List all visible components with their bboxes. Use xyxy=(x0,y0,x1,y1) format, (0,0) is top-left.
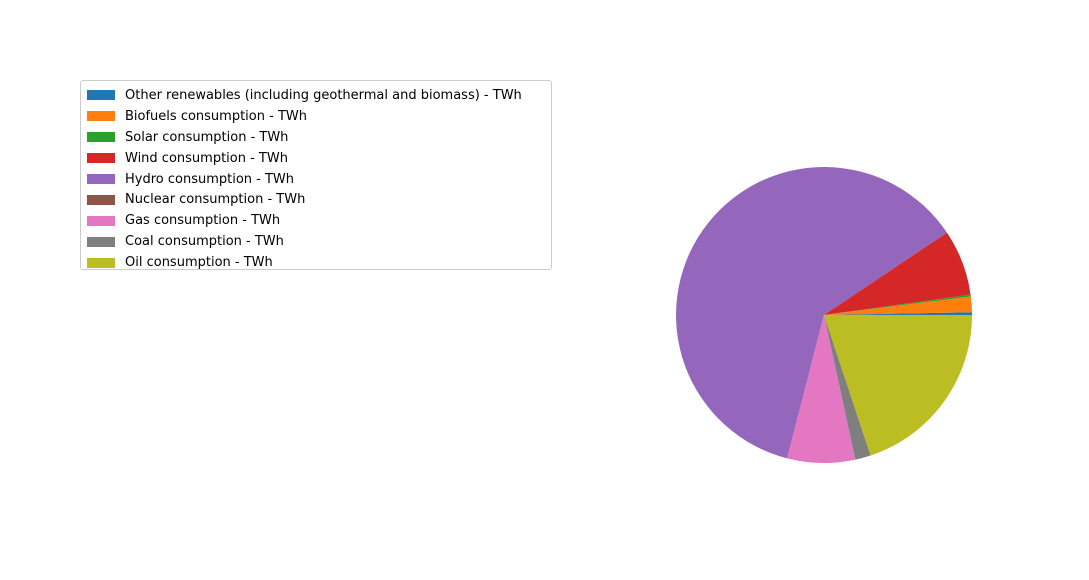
legend-label: Wind consumption - TWh xyxy=(125,150,288,166)
legend-item: Nuclear consumption - TWh xyxy=(87,189,551,210)
legend-item: Hydro consumption - TWh xyxy=(87,169,551,190)
legend-swatch xyxy=(87,215,115,226)
legend-label: Solar consumption - TWh xyxy=(125,129,289,145)
legend-item: Wind consumption - TWh xyxy=(87,148,551,169)
pie-slice-8 xyxy=(824,315,972,456)
pie-slice-0 xyxy=(824,312,972,315)
legend-item: Solar consumption - TWh xyxy=(87,127,551,148)
legend-label: Coal consumption - TWh xyxy=(125,234,284,250)
pie-slice-3 xyxy=(824,232,971,315)
pie-slices xyxy=(676,167,972,464)
legend-label: Gas consumption - TWh xyxy=(125,213,281,229)
legend-label: Biofuels consumption - TWh xyxy=(125,108,307,124)
legend-item: Gas consumption - TWh xyxy=(87,210,551,231)
legend-swatch xyxy=(87,174,115,184)
pie-slice-1 xyxy=(824,296,972,315)
legend-swatch xyxy=(87,153,115,164)
pie-slice-6 xyxy=(787,315,856,464)
legend-label: Other renewables (including geothermal a… xyxy=(125,87,522,103)
legend-item: Oil consumption - TWh xyxy=(87,252,551,273)
legend-label: Hydro consumption - TWh xyxy=(125,171,295,187)
pie-slice-4 xyxy=(676,167,947,459)
legend-swatch xyxy=(87,194,115,205)
pie-slice-7 xyxy=(824,315,871,460)
legend-label: Nuclear consumption - TWh xyxy=(125,192,306,208)
legend-label: Oil consumption - TWh xyxy=(125,255,273,271)
legend-item: Other renewables (including geothermal a… xyxy=(87,85,551,106)
legend-swatch xyxy=(87,132,115,143)
legend-swatch xyxy=(87,257,115,268)
legend: Other renewables (including geothermal a… xyxy=(80,80,552,270)
pie-slice-2 xyxy=(824,294,971,315)
legend-item: Biofuels consumption - TWh xyxy=(87,106,551,127)
legend-swatch xyxy=(87,111,115,122)
legend-swatch xyxy=(87,236,115,247)
legend-swatch xyxy=(87,90,115,101)
legend-item: Coal consumption - TWh xyxy=(87,231,551,252)
